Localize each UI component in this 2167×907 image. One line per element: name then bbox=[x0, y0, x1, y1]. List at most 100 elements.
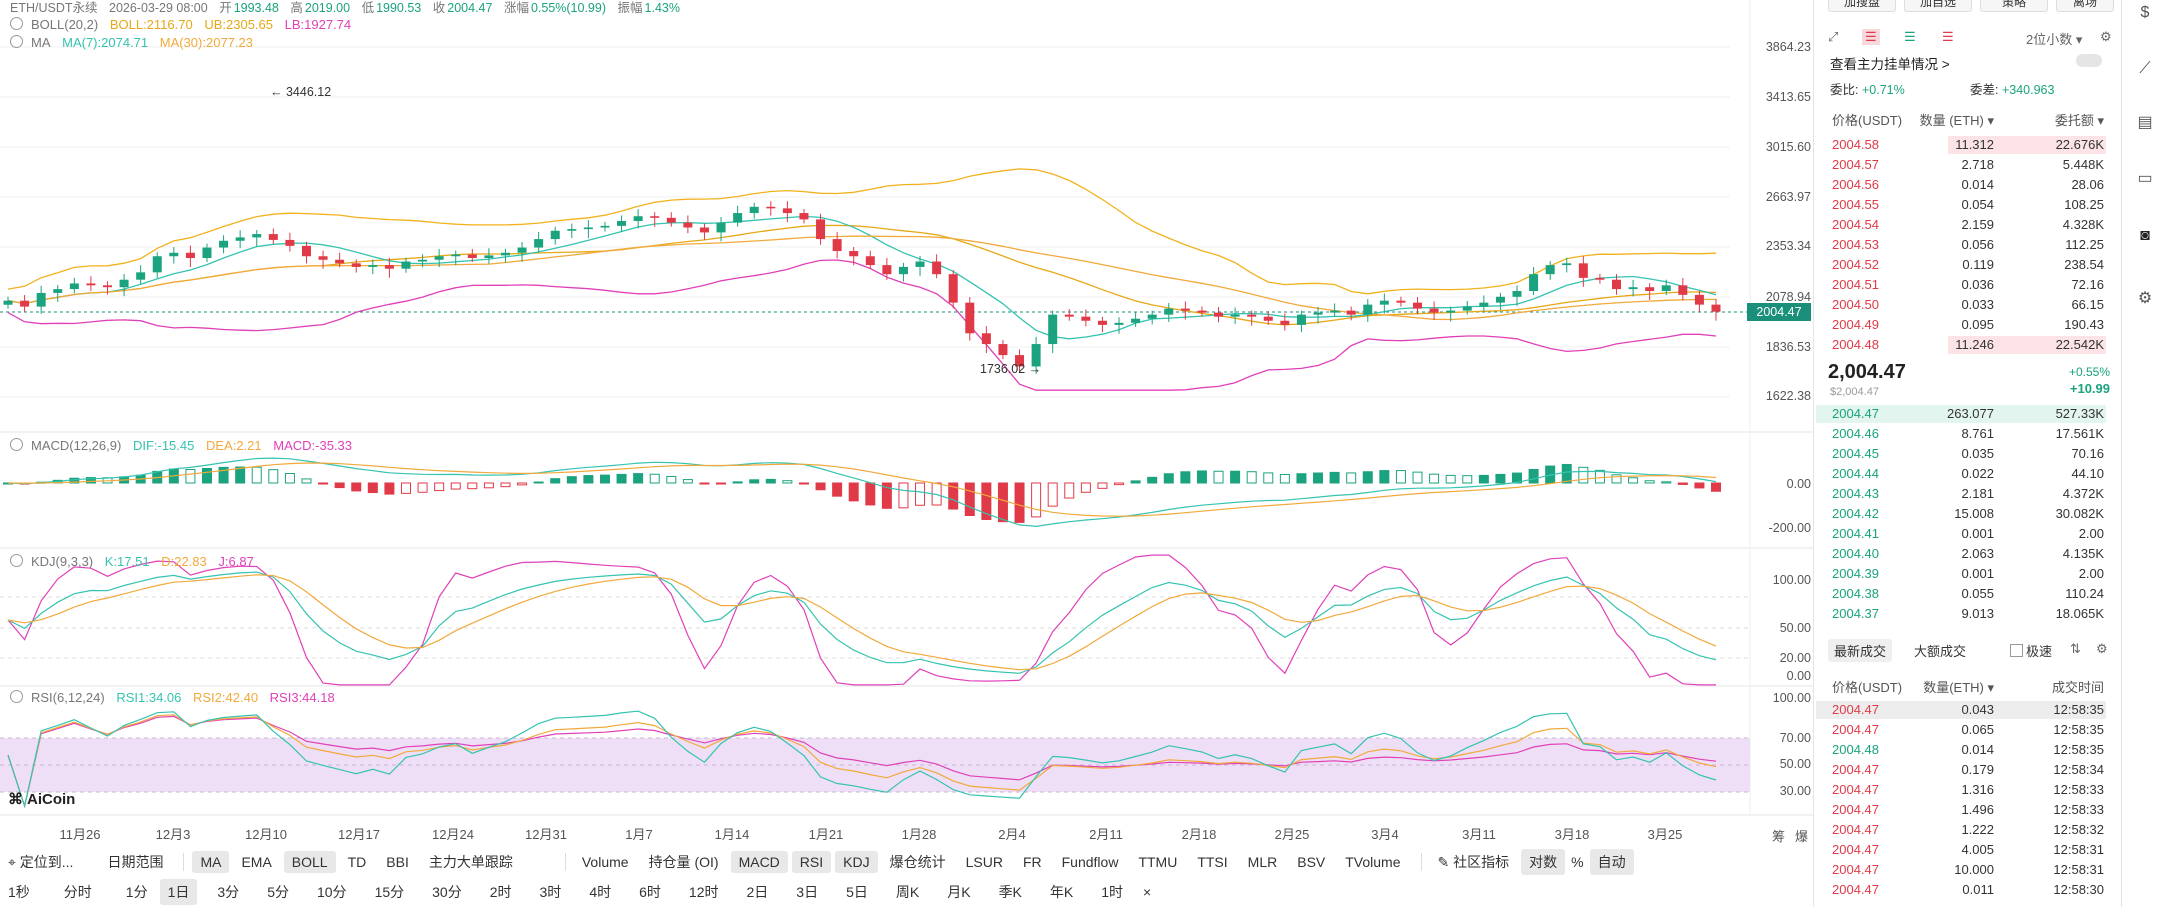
top-button[interactable]: 离场 bbox=[2056, 0, 2114, 12]
interval-15m[interactable]: 15分 bbox=[374, 884, 405, 900]
log-scale-toggle[interactable]: 对数 bbox=[1521, 849, 1566, 875]
interval-week[interactable]: 周K bbox=[895, 884, 920, 900]
qty-column-select[interactable]: 数量 (ETH) ▾ bbox=[1919, 113, 1994, 128]
indicator-ttsi[interactable]: TTSI bbox=[1197, 854, 1228, 870]
kdj-legend[interactable]: KDJ(9,3,3) K:17.51 D:22.83 J:6.87 bbox=[10, 554, 262, 569]
main-orders-toggle[interactable] bbox=[2076, 54, 2102, 67]
ask-row[interactable]: 2004.49 0.095 190.43 bbox=[1814, 315, 2114, 335]
bid-row[interactable]: 2004.37 9.013 18.065K bbox=[1814, 604, 2114, 624]
close-icon[interactable]: × bbox=[1143, 884, 1152, 900]
tab-large-trades[interactable]: 大额成交 bbox=[1914, 644, 1967, 659]
interval-1d[interactable]: 1日 bbox=[159, 879, 198, 905]
bid-row[interactable]: 2004.41 0.001 2.00 bbox=[1814, 524, 2114, 544]
indicator-fundflow[interactable]: Fundflow bbox=[1061, 854, 1119, 870]
chips-button[interactable]: 筹 bbox=[1772, 829, 1786, 844]
interval-5d[interactable]: 5日 bbox=[846, 884, 868, 900]
interval-6h[interactable]: 6时 bbox=[639, 884, 661, 900]
indicator-volume[interactable]: Volume bbox=[581, 854, 629, 870]
indicator-td[interactable]: TD bbox=[347, 854, 367, 870]
eye-icon[interactable] bbox=[10, 690, 23, 703]
chart-canvas[interactable] bbox=[0, 0, 1813, 843]
gear-icon[interactable]: ⚙ bbox=[2096, 641, 2108, 656]
trade-row[interactable]: 2004.47 0.179 12:58:34 bbox=[1814, 760, 2114, 780]
ask-row[interactable]: 2004.54 2.159 4.328K bbox=[1814, 215, 2114, 235]
ask-row[interactable]: 2004.48 11.246 22.542K bbox=[1814, 335, 2114, 355]
trade-row[interactable]: 2004.47 10.000 12:58:31 bbox=[1814, 860, 2114, 880]
liquidation-button[interactable]: 爆 bbox=[1795, 829, 1809, 844]
ask-row[interactable]: 2004.55 0.054 108.25 bbox=[1814, 195, 2114, 215]
expand-icon[interactable]: ⤢ bbox=[1828, 29, 1839, 44]
kline-chart[interactable]: ETH/USDT永续 2026-03-29 08:00 开 1993.48 高 20… bbox=[0, 0, 1813, 844]
indicator-oi[interactable]: 持仓量 (OI) bbox=[648, 854, 719, 870]
locate-button[interactable]: ⌖ 定位到... bbox=[8, 854, 74, 870]
auto-scale-toggle[interactable]: 自动 bbox=[1589, 849, 1634, 875]
bid-row[interactable]: 2004.45 0.035 70.16 bbox=[1814, 444, 2114, 464]
interval-2d[interactable]: 2日 bbox=[746, 884, 769, 900]
both-sides-icon[interactable]: ☰ bbox=[1862, 29, 1880, 45]
interval-quarter[interactable]: 季K bbox=[998, 884, 1022, 900]
indicator-lsur[interactable]: LSUR bbox=[965, 854, 1003, 870]
trade-row[interactable]: 2004.47 0.011 12:58:30 bbox=[1814, 880, 2114, 900]
trade-row[interactable]: 2004.47 1.496 12:58:33 bbox=[1814, 800, 2114, 820]
indicator-boll[interactable]: BOLL bbox=[283, 851, 336, 873]
interval-3h[interactable]: 3时 bbox=[539, 884, 562, 900]
trade-row[interactable]: 2004.48 0.014 12:58:35 bbox=[1814, 740, 2114, 760]
eye-icon[interactable] bbox=[10, 438, 23, 451]
community-indicators-button[interactable]: ✎ 社区指标 bbox=[1437, 854, 1510, 870]
bid-row[interactable]: 2004.42 15.008 30.082K bbox=[1814, 504, 2114, 524]
interval-3d[interactable]: 3日 bbox=[796, 884, 819, 900]
trade-row[interactable]: 2004.47 0.065 12:58:35 bbox=[1814, 720, 2114, 740]
bid-row[interactable]: 2004.43 2.181 4.372K bbox=[1814, 484, 2114, 504]
interval-month[interactable]: 月K bbox=[947, 884, 971, 900]
interval-1s[interactable]: 1秒 bbox=[8, 884, 30, 900]
indicator-macd[interactable]: MACD bbox=[730, 851, 788, 873]
interval-12h[interactable]: 12时 bbox=[688, 884, 719, 900]
indicator-ma[interactable]: MA bbox=[192, 851, 230, 873]
interval-1m[interactable]: 1分 bbox=[125, 884, 148, 900]
line-chart-icon[interactable]: ⟋ bbox=[2139, 60, 2151, 77]
percent-scale-toggle[interactable]: % bbox=[1571, 854, 1584, 870]
interval-2h[interactable]: 2时 bbox=[489, 884, 512, 900]
indicator-bsv[interactable]: BSV bbox=[1297, 854, 1326, 870]
ask-row[interactable]: 2004.51 0.036 72.16 bbox=[1814, 275, 2114, 295]
indicator-bbi[interactable]: BBI bbox=[386, 854, 409, 870]
robot-icon[interactable]: ◙ bbox=[2140, 227, 2150, 244]
settings-icon[interactable]: ⚙ bbox=[2137, 290, 2153, 307]
ask-row[interactable]: 2004.52 0.119 238.54 bbox=[1814, 255, 2114, 275]
bid-row[interactable]: 2004.47 263.077 527.33K bbox=[1814, 404, 2114, 424]
ask-row[interactable]: 2004.56 0.014 28.06 bbox=[1814, 175, 2114, 195]
bid-row[interactable]: 2004.40 2.063 4.135K bbox=[1814, 544, 2114, 564]
filter-icon[interactable]: ⇅ bbox=[2070, 641, 2081, 656]
macd-legend[interactable]: MACD(12,26,9) DIF:-15.45 DEA:2.21 MACD:-… bbox=[10, 438, 360, 453]
indicator-mlr[interactable]: MLR bbox=[1247, 854, 1278, 870]
trade-row[interactable]: 2004.47 1.222 12:58:32 bbox=[1814, 820, 2114, 840]
interval-10m[interactable]: 10分 bbox=[316, 884, 347, 900]
top-button[interactable]: 加自选 bbox=[1904, 0, 1972, 12]
asks-only-icon[interactable]: ☰ bbox=[1942, 29, 1954, 44]
interval-5m[interactable]: 5分 bbox=[267, 884, 289, 900]
main-orders-link[interactable]: 查看主力挂单情况 > bbox=[1830, 57, 1950, 72]
checkbox-icon[interactable] bbox=[2010, 644, 2023, 657]
eye-icon[interactable] bbox=[10, 554, 23, 567]
ask-row[interactable]: 2004.53 0.056 112.25 bbox=[1814, 235, 2114, 255]
trade-row[interactable]: 2004.47 0.043 12:58:35 bbox=[1814, 700, 2114, 720]
indicator-ema[interactable]: EMA bbox=[241, 854, 272, 870]
indicator-rsi[interactable]: RSI bbox=[791, 851, 832, 873]
trade-row[interactable]: 2004.47 4.005 12:58:31 bbox=[1814, 840, 2114, 860]
bid-row[interactable]: 2004.46 8.761 17.561K bbox=[1814, 424, 2114, 444]
indicator-kdj[interactable]: KDJ bbox=[835, 851, 878, 873]
card-icon[interactable]: ▭ bbox=[2137, 170, 2153, 187]
strategy-button[interactable]: 策略 bbox=[1980, 0, 2048, 12]
bid-row[interactable]: 2004.44 0.022 44.10 bbox=[1814, 464, 2114, 484]
bid-row[interactable]: 2004.39 0.001 2.00 bbox=[1814, 564, 2114, 584]
fast-mode-checkbox[interactable]: 极速 bbox=[2010, 641, 2052, 660]
interval-1h[interactable]: 1时 bbox=[1101, 884, 1124, 900]
indicator-main-order[interactable]: 主力大单跟踪 bbox=[428, 854, 513, 870]
trades-qty-select[interactable]: 数量(ETH) ▾ bbox=[1923, 680, 1994, 695]
bid-row[interactable]: 2004.38 0.055 110.24 bbox=[1814, 584, 2114, 604]
boll-legend[interactable]: BOLL(20,2) BOLL:2116.70 UB:2305.65 LB:19… bbox=[10, 17, 359, 32]
rsi-legend[interactable]: RSI(6,12,24) RSI1:34.06 RSI2:42.40 RSI3:… bbox=[10, 690, 343, 705]
analytics-icon[interactable]: ▤ bbox=[2137, 114, 2153, 131]
bids-only-icon[interactable]: ☰ bbox=[1904, 29, 1916, 44]
top-button[interactable]: 加搜盘 bbox=[1828, 0, 1896, 12]
